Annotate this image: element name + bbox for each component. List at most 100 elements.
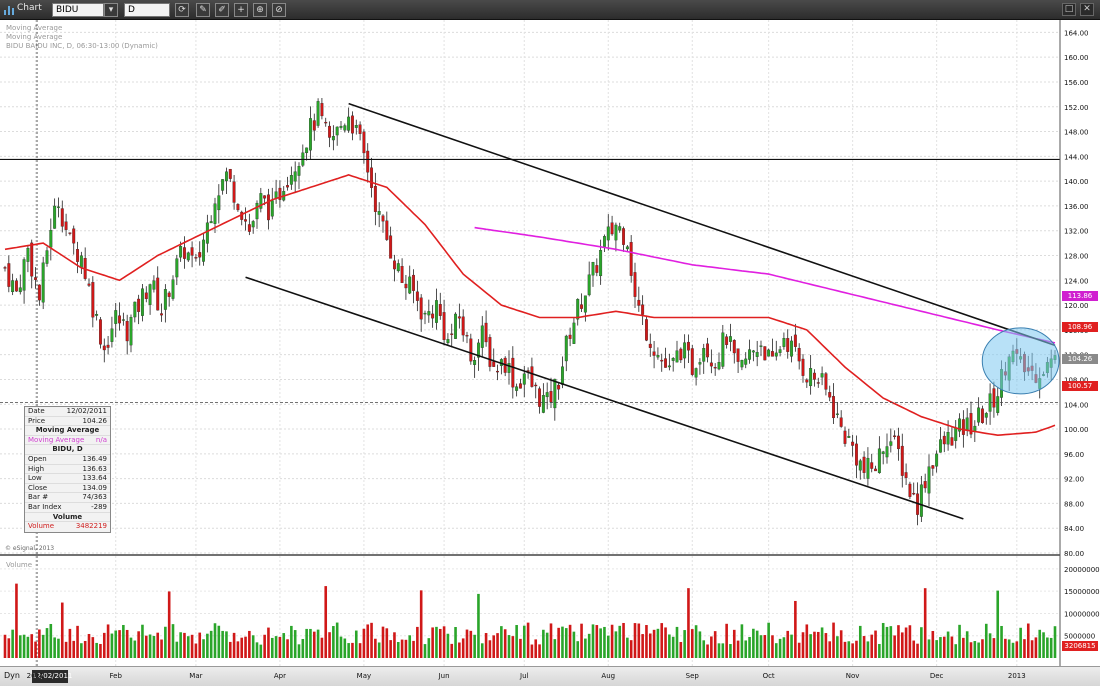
dw-high-value: 136.63: [82, 464, 108, 473]
candle-body: [309, 118, 312, 151]
edit-tool-icon[interactable]: ✐: [215, 3, 229, 17]
candle-body: [381, 215, 385, 222]
chart-area[interactable]: 164.00 160.00 156.00 152.00 148.00 144.00 140.…: [0, 20, 1100, 666]
volume-bar: [351, 642, 354, 658]
volume-bar: [767, 622, 770, 658]
dw-bar-value: 74/363: [82, 493, 107, 502]
volume-bar: [1004, 638, 1007, 658]
candle-body: [99, 319, 102, 345]
window-title: Chart: [17, 3, 42, 13]
moving-averages: [4, 174, 1056, 437]
candle-body: [167, 292, 171, 297]
volume-bar: [774, 643, 778, 658]
volume-bar: [851, 643, 854, 658]
window-titlebar: Chart BIDU ▾ D ⟳ ✎ ✐ + ⊕ ⊘ □ ✕: [0, 0, 1100, 20]
volume-bar: [7, 638, 11, 658]
volume-bar: [3, 634, 7, 658]
volume-bar: [542, 629, 545, 658]
candle-body: [610, 222, 614, 235]
candle-body: [606, 226, 610, 241]
symbol-input[interactable]: BIDU: [52, 3, 104, 17]
candle-body: [912, 492, 916, 495]
candle-body: [37, 284, 41, 301]
candle-body: [129, 317, 133, 346]
volume-bar: [519, 638, 522, 658]
volume-bar: [603, 626, 606, 658]
candle-body: [312, 120, 316, 131]
price-chart[interactable]: 164.00 160.00 156.00 152.00 148.00 144.00 140.…: [0, 20, 1100, 666]
volume-bar: [1023, 639, 1026, 658]
volume-bar: [893, 635, 896, 658]
volume-bar: [591, 624, 595, 658]
candlestick-series: [3, 98, 1057, 526]
candle-body: [572, 322, 576, 344]
volume-bar: [1046, 637, 1049, 658]
price-tag-ma-short: 100.57: [1062, 381, 1098, 391]
data-window[interactable]: Date 12/02/2011 Price 104.26 Moving Averag…: [24, 406, 111, 533]
volume-bar: [786, 630, 790, 658]
volume-bar: [568, 624, 572, 658]
candle-body: [209, 221, 213, 224]
symbol-dropdown-button[interactable]: ▾: [104, 3, 118, 17]
candle-body: [843, 430, 847, 444]
close-button[interactable]: ✕: [1080, 3, 1094, 16]
candle-body: [121, 319, 125, 321]
volume-bar: [618, 625, 622, 658]
candle-body: [965, 417, 969, 431]
volume-bar: [824, 633, 828, 658]
candle-body: [576, 299, 580, 320]
candle-body: [782, 338, 786, 347]
volume-bar: [213, 623, 217, 658]
volume-bar: [958, 624, 961, 658]
volume-bar: [843, 641, 847, 658]
candle-body: [759, 345, 763, 347]
volume-bar: [942, 636, 946, 658]
candle-body: [698, 362, 702, 365]
dynamic-mode-label[interactable]: Dyn: [4, 671, 20, 680]
volume-bar: [626, 637, 629, 658]
candle-body: [45, 250, 49, 264]
legend-moving-average-2: Moving Average: [6, 33, 63, 41]
volume-bar: [797, 642, 801, 658]
candle-body: [671, 357, 675, 361]
time-axis-bar[interactable]: Dyn 12/02/2011 2012 Feb Mar Apr May Jun Jul Aug…: [0, 666, 1100, 686]
volume-bar: [801, 632, 805, 658]
maximize-button[interactable]: □: [1062, 3, 1076, 16]
candle-body: [148, 284, 152, 305]
interval-settings-icon[interactable]: ⟳: [175, 3, 189, 17]
volume-bar: [431, 627, 434, 658]
candle-body: [49, 230, 53, 248]
candle-body: [583, 295, 587, 313]
volume-bar: [732, 629, 736, 658]
volume-bar: [710, 636, 713, 658]
candle-body: [64, 221, 68, 230]
volume-bar: [759, 635, 763, 658]
link-icon[interactable]: ⊘: [272, 3, 286, 17]
price-tick-label: 124.00: [1064, 277, 1089, 285]
volume-bar: [255, 642, 259, 658]
interval-input[interactable]: D: [124, 3, 170, 17]
zoom-icon[interactable]: ⊕: [253, 3, 267, 17]
volume-bar: [332, 626, 335, 658]
volume-bar: [652, 629, 656, 658]
volume-bar: [1026, 623, 1030, 658]
volume-bar: [809, 634, 812, 658]
candle-body: [259, 193, 263, 209]
volume-bar: [595, 625, 599, 658]
volume-bar: [15, 583, 18, 658]
candle-body: [305, 147, 309, 154]
candle-body: [889, 441, 893, 446]
draw-tool-icon[interactable]: ✎: [196, 3, 210, 17]
volume-bar: [878, 643, 881, 658]
candle-body: [30, 242, 34, 277]
volume-bar: [515, 625, 518, 658]
candle-body: [34, 277, 37, 280]
volume-bar: [393, 632, 396, 658]
add-study-icon[interactable]: +: [234, 3, 248, 17]
volume-bar: [328, 632, 331, 658]
volume-bar: [935, 640, 938, 658]
volume-bar: [240, 637, 244, 658]
candle-body: [858, 460, 862, 471]
month-label: Apr: [273, 672, 286, 680]
candle-body: [205, 222, 209, 244]
